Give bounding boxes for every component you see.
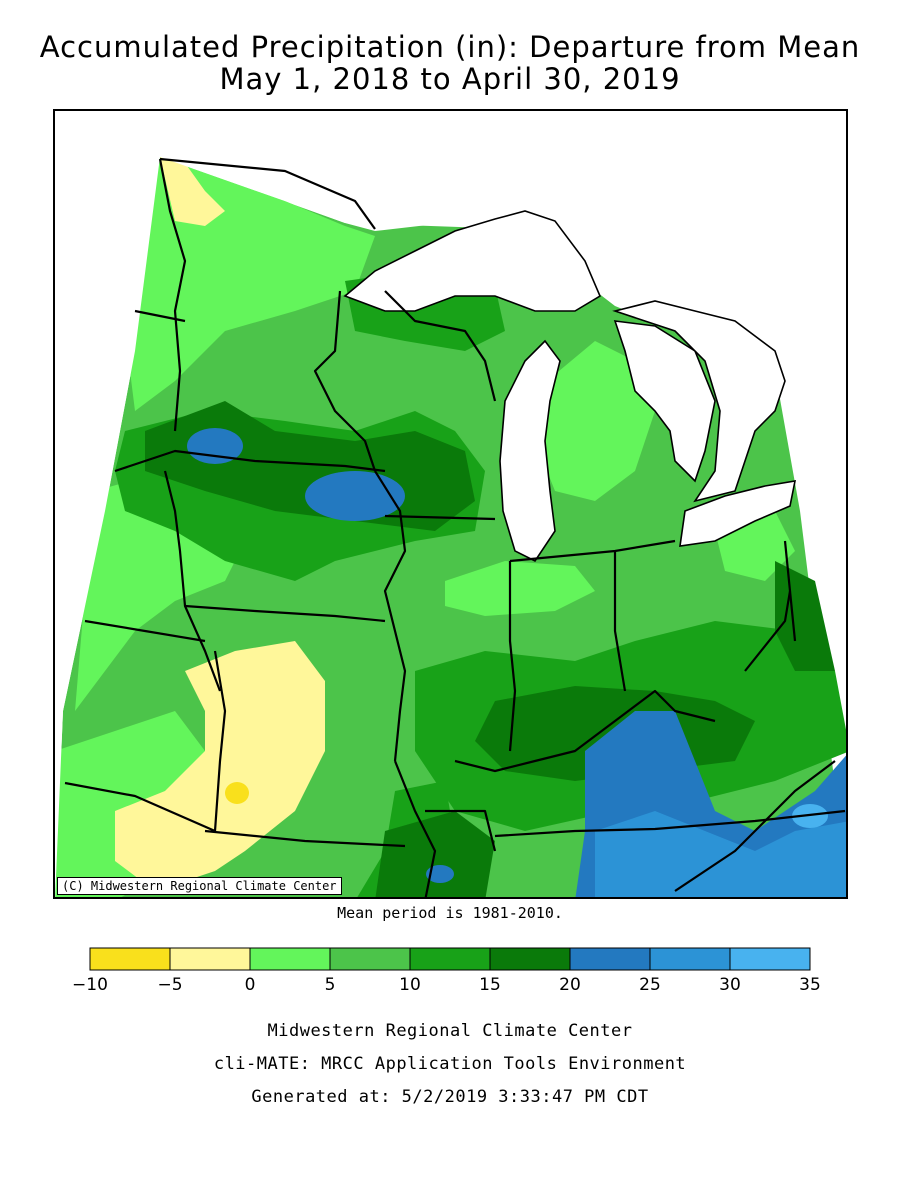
border-nebraska-iowa <box>163 470 222 692</box>
canada-blank-region <box>55 111 846 509</box>
precipitation-map: (C) Midwestern Regional Climate Center <box>53 109 848 899</box>
legend-swatch-7 <box>649 947 731 971</box>
legend-tick-4: 10 <box>399 975 421 995</box>
lake-michigan <box>499 339 561 563</box>
precip-zone-20-25-bootheel <box>426 865 454 883</box>
precip-zone-neg5-0-north <box>160 157 225 226</box>
legend-swatch-5 <box>489 947 571 971</box>
precip-zone-0-5-michigan <box>535 341 655 501</box>
legend-swatch-2 <box>249 947 331 971</box>
footer-generated-time: Generated at: 5/2/2019 3:33:47 PM CDT <box>251 1087 649 1107</box>
legend-tick-6: 20 <box>559 975 581 995</box>
lake-huron <box>613 320 716 483</box>
legend-tick-0: −10 <box>72 975 108 995</box>
border-us-canada <box>159 157 376 230</box>
mean-period-note: Mean period is 1981-2010. <box>337 904 563 922</box>
precip-zone-neg10-neg5-spot <box>225 782 249 804</box>
border-nebraska-kansas <box>84 619 206 643</box>
precip-zone-20-25-wisconsin <box>305 471 405 521</box>
legend-tick-5: 15 <box>479 975 501 995</box>
legend-swatch-1 <box>169 947 251 971</box>
border-michigan-indiana-ohio <box>509 539 676 563</box>
legend-tick-3: 5 <box>324 975 336 995</box>
border-missouri-arkansas <box>204 829 406 848</box>
footer-tool-name: cli-MATE: MRCC Application Tools Environ… <box>213 1054 687 1074</box>
legend-tick-8: 30 <box>719 975 741 995</box>
border-iowa-illinois <box>374 470 407 762</box>
canada-shore <box>612 300 786 503</box>
state-borders <box>64 157 846 897</box>
precip-zone-25-30-kentucky <box>595 811 846 897</box>
border-indiana-ohio <box>613 551 627 692</box>
border-mississippi-river-south <box>393 760 437 897</box>
border-south-dakota-north <box>134 309 186 323</box>
border-wisconsin-michigan-up <box>384 290 497 402</box>
border-minnesota-iowa <box>114 449 386 473</box>
border-ohio-west-virginia <box>744 590 792 672</box>
footer-organization: Midwestern Regional Climate Center <box>267 1021 633 1041</box>
legend-swatch-3 <box>329 947 411 971</box>
border-north-dakota-minnesota <box>158 158 187 432</box>
border-minnesota-wisconsin <box>313 290 377 472</box>
legend-swatch-4 <box>409 947 491 971</box>
outside-domain-left <box>55 111 160 897</box>
legend-swatch-0 <box>89 947 171 971</box>
border-kansas-oklahoma <box>64 781 216 833</box>
map-title: Accumulated Precipitation (in): Departur… <box>39 30 861 64</box>
color-scale-legend <box>89 947 811 971</box>
map-date-range: May 1, 2018 to April 30, 2019 <box>219 62 681 96</box>
border-virginia-kentucky <box>674 760 836 892</box>
legend-swatch-6 <box>569 947 651 971</box>
legend-tick-1: −5 <box>157 975 183 995</box>
border-kentucky-tennessee <box>494 809 846 838</box>
lake-superior <box>343 210 602 312</box>
legend-tick-7: 25 <box>639 975 661 995</box>
border-iowa-missouri <box>184 604 386 623</box>
legend-tick-2: 0 <box>244 975 256 995</box>
legend-tick-9: 35 <box>799 975 821 995</box>
copyright-label: (C) Midwestern Regional Climate Center <box>57 877 342 895</box>
border-illinois-kentucky <box>454 689 716 773</box>
border-arkansas-tennessee <box>425 809 497 852</box>
border-illinois-indiana <box>508 561 517 752</box>
map-canvas <box>55 111 846 897</box>
lake-erie <box>679 480 797 547</box>
legend-swatch-8 <box>729 947 811 971</box>
precip-zone-30-35-spot <box>792 804 828 828</box>
precip-zone-0-5-indiana <box>445 561 595 616</box>
border-kansas-missouri <box>213 650 227 832</box>
border-wisconsin-illinois <box>384 514 496 521</box>
